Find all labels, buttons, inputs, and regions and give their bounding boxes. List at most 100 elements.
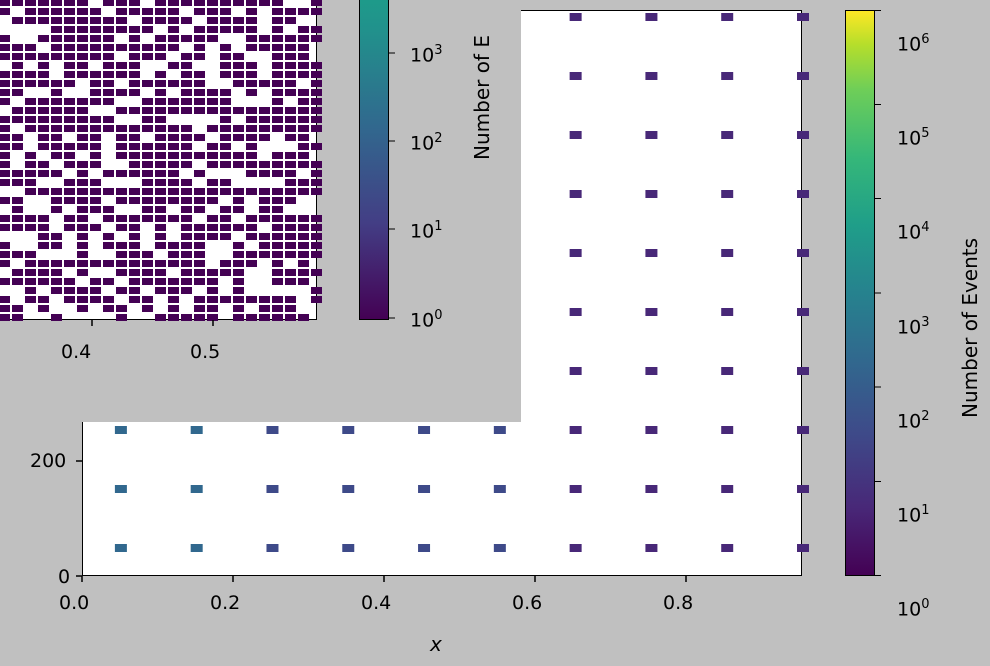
heatmap-cell [181, 89, 192, 96]
heatmap-cell [207, 179, 218, 186]
heatmap-cell [129, 224, 140, 231]
heatmap-cell [51, 269, 62, 276]
heatmap-cell [645, 72, 658, 80]
heatmap-cell [38, 260, 49, 267]
heatmap-cell [64, 44, 75, 51]
heatmap-cell [272, 125, 283, 132]
heatmap-cell [38, 80, 49, 87]
heatmap-cell [90, 35, 101, 42]
heatmap-cell [797, 72, 809, 80]
heatmap-cell [77, 296, 88, 303]
heatmap-cell [220, 188, 231, 195]
heatmap-cell [246, 314, 257, 321]
heatmap-cell [207, 197, 218, 204]
heatmap-cell [77, 62, 88, 69]
heatmap-cell [194, 0, 205, 6]
heatmap-cell [38, 134, 49, 141]
heatmap-cell [233, 305, 244, 312]
heatmap-cell [90, 17, 101, 24]
heatmap-cell [259, 170, 270, 177]
heatmap-cell [77, 161, 88, 168]
heatmap-cell [90, 260, 101, 267]
heatmap-cell [0, 134, 10, 141]
heatmap-cell [64, 260, 75, 267]
heatmap-cell [25, 287, 36, 294]
heatmap-cell [155, 179, 166, 186]
heatmap-cell [181, 287, 192, 294]
heatmap-cell [25, 116, 36, 123]
heatmap-cell [168, 80, 179, 87]
heatmap-cell [155, 35, 166, 42]
heatmap-cell [114, 544, 127, 552]
heatmap-cell [12, 269, 23, 276]
heatmap-cell [220, 125, 231, 132]
heatmap-cell [233, 260, 244, 267]
heatmap-cell [64, 0, 75, 6]
heatmap-cell [272, 44, 283, 51]
heatmap-cell [116, 188, 127, 195]
heatmap-cell [285, 224, 296, 231]
heatmap-cell [155, 215, 166, 222]
heatmap-cell [181, 314, 192, 321]
heatmap-cell [298, 152, 309, 159]
heatmap-cell [311, 80, 322, 87]
heatmap-cell [77, 224, 88, 231]
heatmap-cell [259, 0, 270, 6]
heatmap-cell [90, 125, 101, 132]
heatmap-cell [0, 224, 10, 231]
heatmap-cell [272, 188, 283, 195]
heatmap-cell [194, 53, 205, 60]
heatmap-cell [103, 71, 114, 78]
heatmap-cell [285, 89, 296, 96]
back-cbar-tick-1e0: 100 [410, 308, 443, 332]
heatmap-cell [259, 35, 270, 42]
heatmap-cell [129, 0, 140, 6]
heatmap-cell [51, 197, 62, 204]
heatmap-cell [181, 233, 192, 240]
heatmap-cell [103, 188, 114, 195]
heatmap-cell [298, 143, 309, 150]
heatmap-cell [285, 179, 296, 186]
heatmap-cell [272, 305, 283, 312]
heatmap-cell [142, 53, 153, 60]
heatmap-cell [246, 188, 257, 195]
heatmap-cell [311, 98, 322, 105]
heatmap-cell [298, 107, 309, 114]
heatmap-cell [194, 269, 205, 276]
heatmap-cell [246, 170, 257, 177]
heatmap-cell [77, 287, 88, 294]
heatmap-cell [298, 89, 309, 96]
heatmap-cell [25, 53, 36, 60]
heatmap-cell [155, 116, 166, 123]
heatmap-cell [12, 305, 23, 312]
heatmap-cell [311, 125, 322, 132]
heatmap-cell [90, 143, 101, 150]
heatmap-cell [194, 206, 205, 213]
heatmap-cell [38, 0, 49, 6]
heatmap-cell [569, 13, 582, 21]
heatmap-cell [64, 188, 75, 195]
heatmap-cell [207, 8, 218, 15]
heatmap-cell [129, 71, 140, 78]
heatmap-cell [38, 17, 49, 24]
heatmap-cell [181, 188, 192, 195]
heatmap-cell [114, 485, 127, 493]
heatmap-cell [142, 215, 153, 222]
heatmap-cell [0, 44, 10, 51]
heatmap-cell [233, 152, 244, 159]
heatmap-cell [25, 278, 36, 285]
back-cbar-tick-1e3: 103 [410, 43, 443, 67]
heatmap-cell [285, 71, 296, 78]
heatmap-cell [298, 44, 309, 51]
heatmap-cell [181, 152, 192, 159]
front-colorbar-ticks [875, 10, 881, 576]
heatmap-cell [142, 278, 153, 285]
heatmap-cell [90, 188, 101, 195]
heatmap-cell [220, 224, 231, 231]
heatmap-cell [168, 17, 179, 24]
heatmap-cell [207, 143, 218, 150]
heatmap-cell [493, 426, 506, 434]
heatmap-cell [246, 62, 257, 69]
heatmap-cell [142, 8, 153, 15]
front-y-tick-0: 0 [58, 566, 71, 588]
